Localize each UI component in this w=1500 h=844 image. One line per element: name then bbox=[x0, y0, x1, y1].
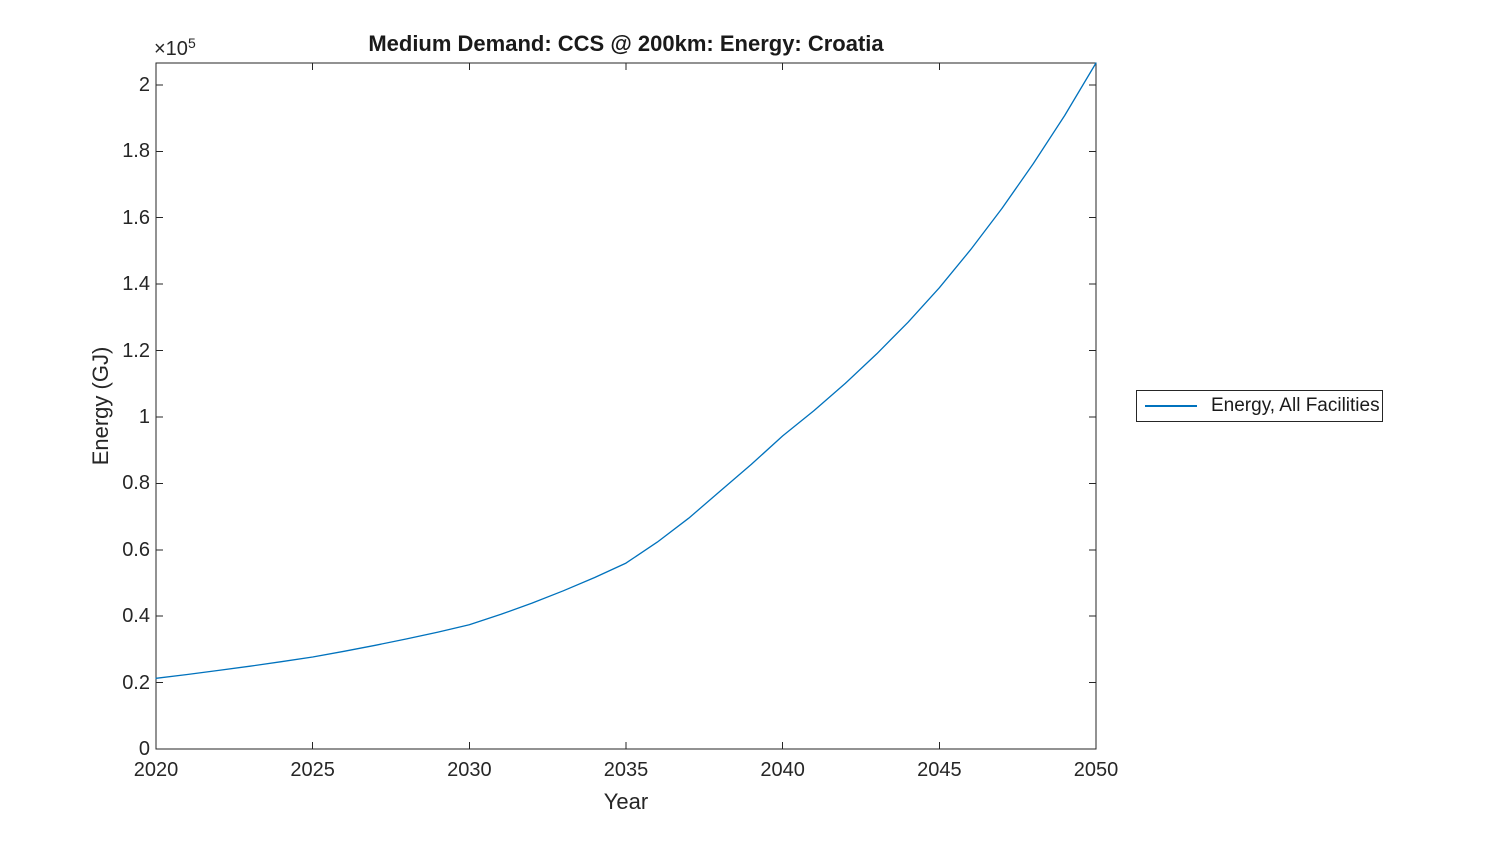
x-tick-label: 2040 bbox=[760, 759, 805, 781]
y-tick-label: 0.2 bbox=[122, 671, 150, 694]
x-tick-label: 2030 bbox=[447, 759, 492, 781]
y-axis-exponent-power: 5 bbox=[187, 35, 196, 51]
y-tick-label: 1.4 bbox=[122, 273, 150, 296]
legend-line-sample bbox=[1145, 405, 1197, 407]
y-tick-label: 0.4 bbox=[122, 605, 150, 628]
x-axis-label: Year bbox=[603, 789, 649, 814]
y-axis-exponent: ×105 bbox=[154, 35, 196, 61]
y-tick-label: 2 bbox=[138, 73, 150, 96]
legend-item-label: Energy, All Facilities bbox=[1211, 395, 1380, 416]
y-axis-exponent-base: ×10 bbox=[154, 38, 188, 60]
chart-title: Medium Demand: CCS @ 200km: Energy: Croa… bbox=[368, 31, 884, 56]
y-tick-label: 1.2 bbox=[122, 339, 150, 362]
x-tick-label: 2045 bbox=[917, 759, 962, 781]
y-tick-label: 0.6 bbox=[122, 538, 150, 561]
y-tick-label: 1 bbox=[138, 405, 150, 428]
x-tick-label: 2050 bbox=[1073, 759, 1119, 781]
legend: Energy, All Facilities bbox=[1136, 390, 1383, 422]
y-tick-label: 0 bbox=[138, 738, 150, 760]
y-tick-label: 1.8 bbox=[122, 140, 150, 163]
x-tick-label: 2035 bbox=[603, 759, 649, 781]
y-tick-label: 0.8 bbox=[122, 472, 150, 495]
data-line bbox=[155, 62, 1097, 679]
y-tick-label: 1.6 bbox=[122, 206, 150, 229]
x-tick-label: 2025 bbox=[290, 759, 335, 781]
x-tick-label: 2020 bbox=[133, 759, 179, 781]
axes-box bbox=[155, 62, 1097, 750]
